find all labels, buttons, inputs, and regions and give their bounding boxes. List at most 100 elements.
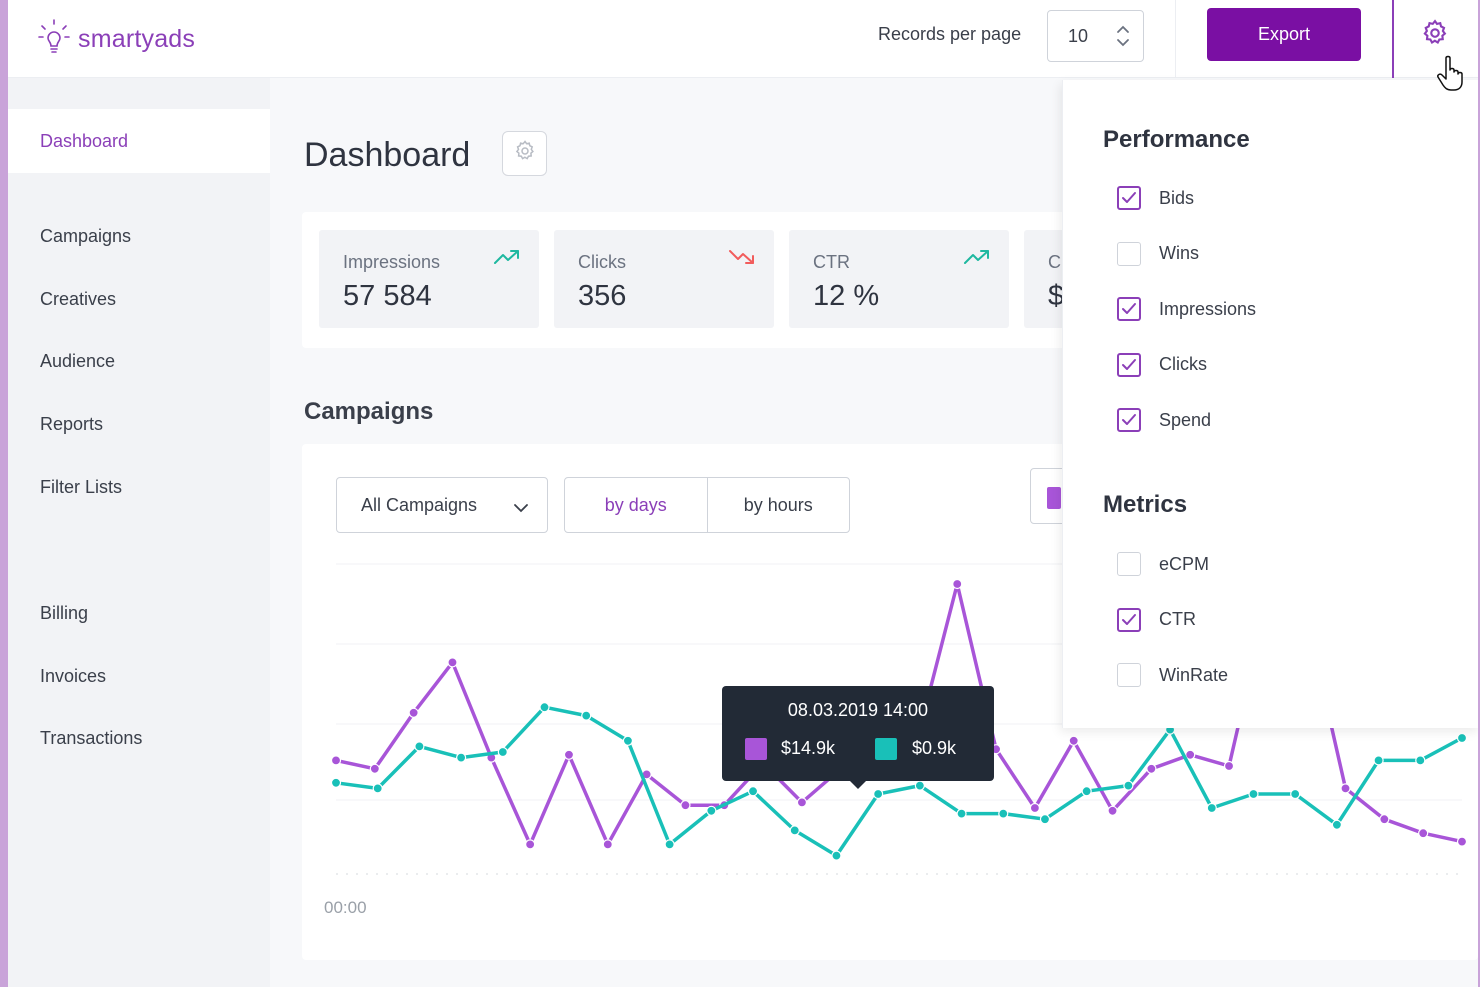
data-point[interactable] [330, 777, 342, 788]
option-label: Spend [1159, 409, 1212, 430]
gear-icon[interactable] [1420, 18, 1450, 48]
option-label: Impressions [1159, 298, 1257, 319]
campaigns-section-title: Campaigns [304, 398, 434, 425]
data-point[interactable] [369, 763, 380, 774]
checkbox-unchecked[interactable] [1117, 663, 1141, 687]
option-bids[interactable]: Bids [1117, 185, 1194, 211]
option-ecpm[interactable]: eCPM [1117, 551, 1209, 577]
data-point[interactable] [497, 746, 508, 758]
data-point[interactable] [952, 578, 963, 590]
option-wins[interactable]: Wins [1117, 241, 1199, 267]
option-ctr[interactable]: CTR [1117, 607, 1196, 633]
data-point[interactable] [680, 800, 691, 811]
trend-up-icon [493, 248, 521, 271]
stat-value: 356 [578, 280, 627, 312]
performance-heading: Performance [1103, 126, 1250, 153]
data-point[interactable] [1415, 755, 1426, 766]
checkbox-checked[interactable] [1117, 352, 1141, 377]
data-point[interactable] [372, 783, 383, 794]
checkbox-checked[interactable] [1117, 408, 1141, 432]
data-point[interactable] [1068, 735, 1079, 746]
stat-clicks: Clicks 356 [554, 230, 774, 328]
data-point[interactable] [602, 839, 613, 850]
chart-tooltip: 08.03.2019 14:00 $14.9k $0.9k [722, 686, 994, 789]
data-point[interactable] [563, 749, 575, 760]
data-point[interactable] [789, 825, 800, 836]
data-point[interactable] [447, 657, 458, 668]
sidebar-item-dashboard[interactable]: Dashboard [8, 109, 270, 173]
data-point[interactable] [1290, 788, 1301, 800]
data-point[interactable] [408, 707, 419, 718]
data-point[interactable] [796, 797, 808, 808]
bulb-icon [38, 18, 70, 61]
stat-value: $ [1048, 280, 1065, 312]
checkbox-checked[interactable] [1117, 297, 1141, 321]
data-point[interactable] [1373, 755, 1384, 766]
option-spend[interactable]: Spend [1117, 407, 1211, 433]
data-point[interactable] [873, 788, 884, 800]
data-point[interactable] [747, 786, 759, 797]
sidebar-item-label: Dashboard [40, 131, 129, 151]
data-point[interactable] [1456, 836, 1468, 847]
data-point[interactable] [1340, 783, 1351, 794]
option-impressions[interactable]: Impressions [1117, 296, 1256, 322]
export-button[interactable]: Export [1207, 8, 1361, 61]
chevron-down-icon [513, 498, 529, 519]
by-hours-button[interactable]: by hours [706, 478, 850, 532]
stat-label: CTR [813, 252, 850, 272]
option-label: Bids [1159, 187, 1195, 208]
data-point[interactable] [525, 839, 536, 850]
sidebar-item-campaigns[interactable]: Campaigns [40, 226, 132, 246]
sidebar-item-audience[interactable]: Audience [40, 351, 116, 371]
checkbox-checked[interactable] [1117, 607, 1141, 632]
records-per-page-value: 10 [1068, 25, 1089, 46]
dashboard-settings-button[interactable] [502, 131, 547, 176]
logo[interactable]: smartyads [38, 18, 195, 61]
data-point[interactable] [1248, 788, 1259, 800]
data-point[interactable] [1223, 760, 1235, 772]
columns-settings-panel: Performance Bids Wins Impressions Clicks Spe… [1062, 80, 1478, 728]
data-point[interactable] [1123, 780, 1134, 791]
data-point[interactable] [914, 780, 925, 791]
data-point[interactable] [1418, 828, 1429, 839]
sidebar-item-creatives[interactable]: Creatives [40, 289, 117, 309]
data-point[interactable] [539, 702, 550, 713]
app-window: smartyads Records per page 10 Export Das… [8, 0, 1478, 987]
data-point[interactable] [456, 752, 467, 763]
option-winrate[interactable]: WinRate [1117, 662, 1228, 688]
data-point[interactable] [1456, 732, 1468, 744]
stat-label: Impressions [343, 252, 441, 272]
data-point[interactable] [1039, 814, 1051, 825]
sidebar-item-billing[interactable]: Billing [40, 603, 89, 623]
data-point[interactable] [1206, 802, 1217, 814]
series-line-1 [335, 705, 1463, 858]
checkbox-unchecked[interactable] [1117, 552, 1141, 576]
check-icon [1122, 358, 1136, 370]
data-point[interactable] [956, 808, 967, 819]
sidebar-item-filter-lists[interactable]: Filter Lists [40, 477, 123, 497]
data-point[interactable] [1081, 786, 1092, 797]
by-days-button[interactable]: by days [604, 494, 667, 515]
campaign-filter-select[interactable]: All Campaigns [336, 477, 548, 533]
records-per-page-select[interactable]: 10 [1047, 10, 1144, 62]
option-clicks[interactable]: Clicks [1117, 352, 1207, 378]
checkbox-checked[interactable] [1117, 186, 1141, 210]
data-point[interactable] [414, 741, 425, 752]
sidebar-item-transactions[interactable]: Transactions [40, 728, 143, 748]
data-point[interactable] [1107, 805, 1118, 816]
checkbox-unchecked[interactable] [1117, 241, 1141, 266]
data-point[interactable] [831, 850, 842, 861]
data-point[interactable] [330, 755, 342, 766]
data-point[interactable] [1029, 802, 1040, 814]
sidebar-item-invoices[interactable]: Invoices [40, 666, 107, 686]
data-point[interactable] [664, 839, 675, 850]
data-point[interactable] [581, 710, 592, 721]
data-point[interactable] [1331, 819, 1342, 830]
data-point[interactable] [998, 808, 1009, 819]
sidebar-item-reports[interactable]: Reports [40, 414, 104, 434]
data-point[interactable] [622, 735, 634, 746]
data-point[interactable] [1379, 814, 1390, 825]
data-point[interactable] [1146, 763, 1157, 774]
data-point[interactable] [1185, 749, 1196, 760]
data-point[interactable] [706, 805, 717, 816]
